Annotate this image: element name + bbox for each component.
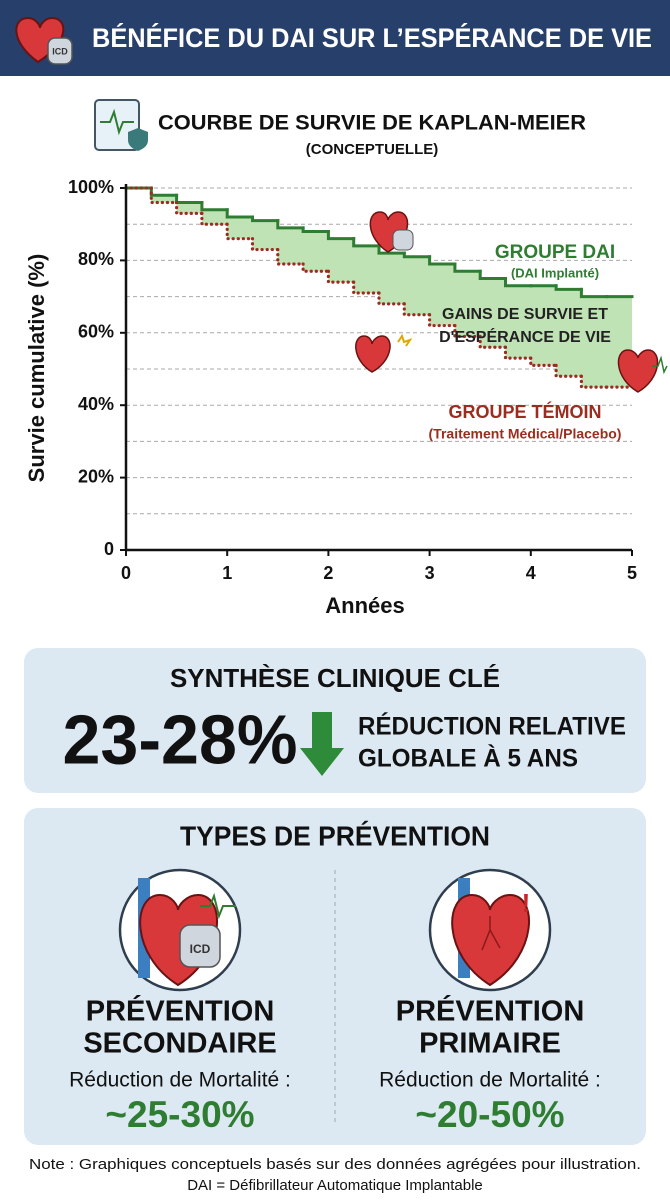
svg-text:ICD: ICD [190,942,211,956]
survival-step [377,244,406,255]
survival-step [175,193,204,204]
survival-step [478,269,507,280]
y-tick-label: 80% [78,249,114,269]
prevention-item-label: Réduction de Mortalité : [379,1069,601,1092]
series-note: (DAI Implanté) [511,265,599,280]
survival-step [377,291,406,306]
summary-figure: 23-28% [63,700,298,778]
y-tick-label: 100% [68,177,114,197]
survival-step [554,363,583,378]
survival-step [149,186,179,205]
footnote: DAI = Défibrillateur Automatique Implant… [187,1177,483,1194]
summary-text: GLOBALE À 5 ANS [358,744,578,773]
survival-step [554,284,583,291]
survival-step [225,208,254,219]
survival-step [579,374,609,389]
summary-title: SYNTHÈSE CLINIQUE CLÉ [170,663,500,693]
survival-step [301,226,330,233]
x-tick-label: 1 [222,563,232,583]
x-tick-label: 5 [627,563,637,583]
chart-title: COURBE DE SURVIE DE KAPLAN-MEIER [158,112,586,135]
summary-panel [24,648,646,793]
x-tick-label: 0 [121,563,131,583]
prevention-item-label: Réduction de Mortalité : [69,1069,291,1092]
survival-step [276,247,305,266]
survival-step [428,313,457,328]
x-tick-label: 3 [425,563,435,583]
header-icon: ICD [15,16,73,65]
heart-icon [355,211,668,393]
gain-label: GAINS DE SURVIE ET [442,306,608,323]
series-note: (Traitement Médical/Placebo) [429,426,622,442]
survival-step [402,251,432,259]
survival-step [225,222,255,241]
prevention-icon: ICD ! [118,868,552,992]
x-tick-label: 4 [526,563,536,583]
svg-text:ICD: ICD [52,46,68,56]
survival-step [352,280,381,295]
y-tick-label: 40% [78,394,114,414]
survival-step [301,262,330,273]
x-axis-label: Années [325,593,404,618]
prevention-item-value: ~25-30% [105,1094,254,1135]
y-tick-label: 0 [104,539,114,559]
survival-step [326,229,356,241]
survival-step [453,262,482,273]
survival-step [428,255,457,266]
survival-step [250,237,280,252]
survival-step [503,345,533,360]
survival-step [478,334,508,349]
svg-text:!: ! [522,888,531,918]
survival-step [529,356,558,367]
chart-subtitle: (CONCEPTUELLE) [306,141,439,158]
survival-step [200,200,229,212]
footnote: Note : Graphiques conceptuels basés sur … [29,1156,641,1173]
y-axis-label: Survie cumulative (%) [24,254,49,483]
y-tick-label: 60% [78,322,114,342]
prevention-title: TYPES DE PRÉVENTION [180,820,490,851]
survival-step [251,215,280,223]
x-tick-label: 2 [323,563,333,583]
down-arrow [300,712,344,776]
y-tick-label: 20% [78,466,114,486]
survival-step [352,237,381,248]
series-label: GROUPE TÉMOIN [448,401,601,422]
survival-step [175,200,204,215]
survival-step [579,287,609,299]
plot: 0 20% 40% 60% 80% 100% 0 1 2 3 4 5 [68,177,637,583]
survival-step [276,219,305,230]
prevention-item-title: PRÉVENTION [396,994,585,1028]
header-title: BÉNÉFICE DU DAI SUR L’ESPÉRANCE DE VIE [92,22,652,53]
survival-step [504,277,533,288]
prevention-item-title: PRIMAIRE [419,1028,561,1060]
header-bar [0,0,670,76]
survival-step [200,211,229,226]
prevention-item-title: SECONDAIRE [83,1028,276,1060]
document-icon [94,99,148,151]
survival-step [149,186,179,197]
prevention-item-title: PRÉVENTION [86,994,275,1028]
survival-step [453,323,482,339]
survival-step [326,269,356,284]
prevention-item-value: ~20-50% [415,1094,564,1135]
survival-step [402,302,432,317]
summary-text: RÉDUCTION RELATIVE [358,712,626,741]
gain-label: D'ESPÉRANCE DE VIE [439,327,611,346]
series-label: GROUPE DAI [495,242,615,263]
